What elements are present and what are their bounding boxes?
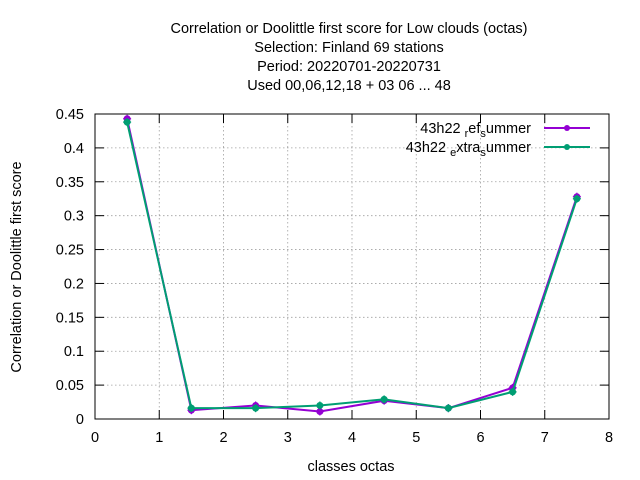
- y-tick-labels: 0 0.05 0.1 0.15 0.2 0.25 0.3 0.35 0.4 0.45: [56, 107, 84, 428]
- legend-swatch-point: [564, 125, 570, 131]
- title-line-2: Selection: Finland 69 stations: [254, 40, 443, 56]
- y-tick-label: 0.2: [64, 276, 84, 292]
- series-2: [123, 118, 581, 413]
- x-tick-label: 5: [412, 430, 420, 446]
- legend-label: 43h22 extrasummer: [406, 140, 531, 159]
- legend-label: 43h22 refsummer: [420, 121, 531, 140]
- x-tick-label: 7: [541, 430, 549, 446]
- title-line-3: Period: 20220701-20220731: [257, 59, 441, 75]
- x-tick-labels: 0 1 2 3 4 5 6 7 8: [91, 430, 613, 446]
- title-line-4: Used 00,06,12,18 + 03 06 ... 48: [247, 78, 451, 94]
- y-tick-label: 0.35: [56, 175, 84, 191]
- title-line-1: Correlation or Doolittle first score for…: [171, 21, 528, 37]
- y-tick-label: 0.45: [56, 107, 84, 123]
- chart-title: Correlation or Doolittle first score for…: [171, 21, 528, 94]
- y-tick-label: 0.05: [56, 378, 84, 394]
- legend-entry-2: 43h22 extrasummer: [406, 140, 590, 159]
- axes: [94, 113, 610, 420]
- x-tick-label: 6: [476, 430, 484, 446]
- legend-swatch-point: [564, 144, 570, 150]
- x-tick-label: 2: [219, 430, 227, 446]
- y-tick-label: 0: [76, 412, 84, 428]
- y-tick-label: 0.4: [64, 141, 84, 157]
- y-tick-label: 0.1: [64, 344, 84, 360]
- grid: [95, 114, 609, 419]
- series-group: [123, 114, 581, 416]
- series-line: [126, 121, 578, 410]
- x-tick-label: 0: [91, 430, 99, 446]
- y-tick-label: 0.15: [56, 310, 84, 326]
- x-tick-label: 3: [284, 430, 292, 446]
- x-tick-label: 4: [348, 430, 356, 446]
- x-axis-label: classes octas: [307, 459, 394, 475]
- y-axis-label: Correlation or Doolittle first score: [9, 161, 25, 372]
- series-line: [126, 118, 578, 413]
- x-tick-label: 1: [155, 430, 163, 446]
- y-tick-label: 0.25: [56, 243, 84, 259]
- legend-entry-1: 43h22 refsummer: [420, 121, 590, 140]
- x-tick-label: 8: [605, 430, 613, 446]
- y-tick-label: 0.3: [64, 209, 84, 225]
